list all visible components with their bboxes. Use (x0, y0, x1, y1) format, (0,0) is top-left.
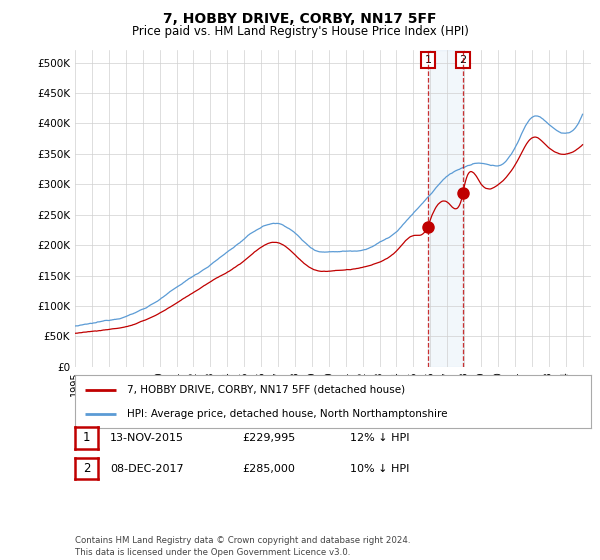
Text: 1: 1 (83, 431, 90, 445)
Text: HPI: Average price, detached house, North Northamptonshire: HPI: Average price, detached house, Nort… (127, 409, 447, 419)
Text: 2: 2 (460, 55, 466, 65)
Text: 7, HOBBY DRIVE, CORBY, NN17 5FF (detached house): 7, HOBBY DRIVE, CORBY, NN17 5FF (detache… (127, 385, 405, 395)
Text: Contains HM Land Registry data © Crown copyright and database right 2024.
This d: Contains HM Land Registry data © Crown c… (75, 536, 410, 557)
Text: £285,000: £285,000 (242, 464, 295, 474)
Text: 08-DEC-2017: 08-DEC-2017 (110, 464, 184, 474)
Text: 13-NOV-2015: 13-NOV-2015 (110, 433, 184, 443)
Text: 12% ↓ HPI: 12% ↓ HPI (350, 433, 409, 443)
Text: £229,995: £229,995 (242, 433, 295, 443)
Text: 7, HOBBY DRIVE, CORBY, NN17 5FF: 7, HOBBY DRIVE, CORBY, NN17 5FF (163, 12, 437, 26)
Bar (428, 50, 463, 367)
Text: 10% ↓ HPI: 10% ↓ HPI (350, 464, 409, 474)
Text: 1: 1 (425, 55, 431, 65)
Text: Price paid vs. HM Land Registry's House Price Index (HPI): Price paid vs. HM Land Registry's House … (131, 25, 469, 38)
Text: 2: 2 (83, 462, 90, 475)
